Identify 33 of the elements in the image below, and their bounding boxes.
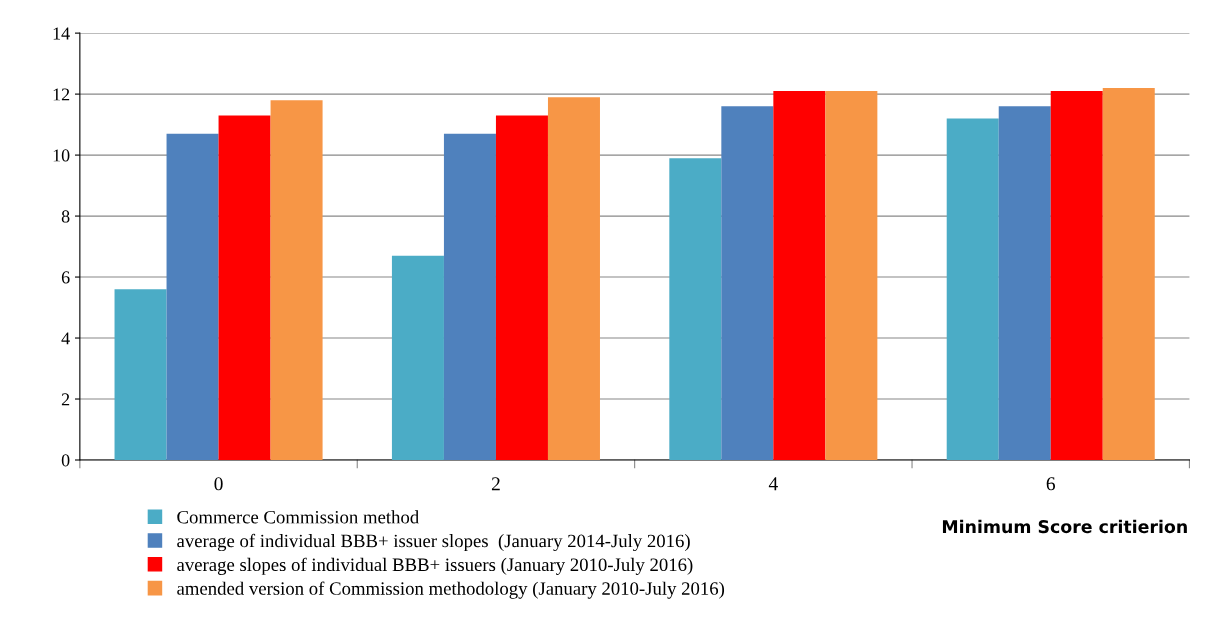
bar: [669, 158, 722, 460]
bar: [495, 115, 548, 460]
bar: [1050, 91, 1103, 460]
y-tick-label: 0: [61, 454, 70, 467]
bar: [721, 106, 774, 460]
y-tick-label: 14: [53, 27, 70, 40]
bar: [825, 91, 878, 460]
legend-label: average of individual BBB+ issuer slopes (January 2014-July 2016): [177, 533, 690, 552]
y-tick-label: 10: [53, 149, 70, 162]
x-tick-label: 0: [214, 477, 223, 491]
bar: [998, 106, 1051, 460]
x-tick-label: 6: [1046, 477, 1056, 491]
bar: [946, 118, 999, 460]
y-tick-label: 2: [61, 393, 70, 406]
y-tick-label: 6: [61, 271, 70, 284]
x-axis-title: Minimum Score critierion: [942, 519, 1187, 534]
x-tick-label: 4: [768, 477, 778, 491]
bar: [391, 255, 444, 460]
y-tick-label: 12: [53, 88, 70, 101]
bar: [218, 115, 271, 460]
bar: [114, 289, 167, 460]
legend-label: average slopes of individual BBB+ issuers (January 2010-July 2016): [177, 557, 693, 575]
bar: [443, 133, 496, 460]
bar: [773, 91, 826, 460]
bar: [166, 133, 219, 460]
bar: [1102, 88, 1155, 460]
x-tick-label: 2: [491, 477, 500, 491]
y-tick-label: 4: [61, 332, 70, 345]
bar: [270, 100, 323, 460]
y-tick-label: 8: [61, 210, 70, 223]
legend-label: Commerce Commission method: [177, 510, 419, 524]
bar: [547, 97, 600, 460]
legend-label: amended version of Commission methodology (January 2010-July 2016): [177, 581, 725, 599]
